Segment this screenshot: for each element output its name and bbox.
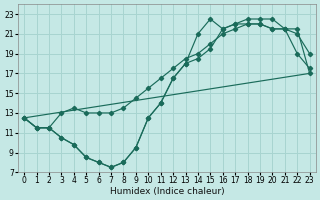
X-axis label: Humidex (Indice chaleur): Humidex (Indice chaleur) xyxy=(109,187,224,196)
